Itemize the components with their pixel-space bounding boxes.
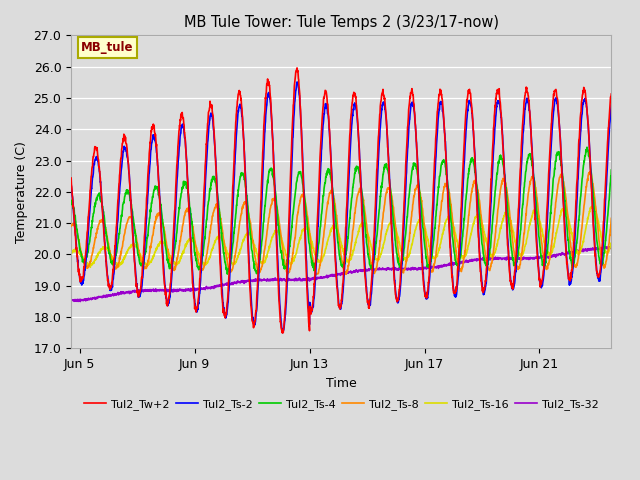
Tul2_Tw+2 — [592, 263, 600, 268]
Tul2_Tw+2 — [67, 175, 75, 181]
Tul2_Tw+2 — [278, 330, 286, 336]
Tul2_Ts-2 — [493, 100, 501, 106]
Tul2_Ts-4 — [607, 167, 615, 173]
Tul2_Ts-2 — [330, 229, 338, 235]
Tul2_Ts-16 — [95, 249, 103, 255]
Tul2_Ts-16 — [593, 211, 600, 216]
Tul2_Ts-16 — [589, 203, 596, 209]
Tul2_Ts-16 — [493, 243, 500, 249]
Tul2_Ts-2 — [67, 182, 75, 188]
Tul2_Ts-2 — [607, 102, 615, 108]
Tul2_Ts-8 — [592, 205, 600, 211]
Tul2_Ts-32 — [77, 299, 84, 304]
Tul2_Ts-32 — [592, 245, 600, 251]
Tul2_Ts-4 — [95, 192, 102, 198]
Tul2_Ts-32 — [602, 244, 610, 250]
Line: Tul2_Ts-8: Tul2_Ts-8 — [71, 172, 611, 275]
Line: Tul2_Ts-2: Tul2_Ts-2 — [71, 82, 611, 333]
Text: MB_tule: MB_tule — [81, 41, 134, 54]
Tul2_Ts-8 — [607, 216, 615, 221]
Tul2_Ts-2 — [316, 179, 324, 185]
Line: Tul2_Ts-32: Tul2_Ts-32 — [71, 247, 611, 301]
Tul2_Ts-8 — [330, 197, 338, 203]
Tul2_Tw+2 — [293, 65, 301, 71]
Tul2_Ts-16 — [86, 264, 94, 270]
Tul2_Ts-16 — [592, 208, 600, 214]
Tul2_Ts-4 — [67, 198, 75, 204]
Tul2_Ts-4 — [223, 271, 231, 277]
Tul2_Ts-32 — [607, 245, 615, 251]
Tul2_Ts-4 — [583, 144, 591, 150]
Tul2_Ts-32 — [67, 298, 75, 304]
Tul2_Ts-2 — [279, 330, 287, 336]
Y-axis label: Temperature (C): Temperature (C) — [15, 141, 28, 243]
Tul2_Ts-8 — [586, 169, 593, 175]
Tul2_Ts-32 — [493, 255, 500, 261]
Tul2_Ts-16 — [316, 258, 324, 264]
Tul2_Ts-16 — [607, 241, 615, 247]
Tul2_Tw+2 — [593, 263, 600, 269]
X-axis label: Time: Time — [326, 377, 356, 390]
Tul2_Ts-4 — [493, 172, 500, 178]
Tul2_Ts-8 — [316, 263, 324, 268]
Tul2_Ts-4 — [593, 230, 600, 236]
Tul2_Ts-32 — [330, 273, 338, 278]
Legend: Tul2_Tw+2, Tul2_Ts-2, Tul2_Ts-4, Tul2_Ts-8, Tul2_Ts-16, Tul2_Ts-32: Tul2_Tw+2, Tul2_Ts-2, Tul2_Ts-4, Tul2_Ts… — [79, 395, 603, 414]
Tul2_Ts-2 — [293, 79, 301, 85]
Line: Tul2_Ts-4: Tul2_Ts-4 — [71, 147, 611, 274]
Tul2_Ts-2 — [593, 261, 600, 266]
Tul2_Ts-32 — [316, 275, 324, 280]
Tul2_Ts-2 — [592, 257, 600, 263]
Tul2_Ts-4 — [592, 229, 600, 235]
Title: MB Tule Tower: Tule Temps 2 (3/23/17-now): MB Tule Tower: Tule Temps 2 (3/23/17-now… — [184, 15, 499, 30]
Tul2_Ts-8 — [95, 221, 102, 227]
Tul2_Tw+2 — [316, 154, 324, 160]
Tul2_Ts-32 — [592, 246, 600, 252]
Tul2_Ts-8 — [593, 209, 600, 215]
Tul2_Ts-8 — [493, 220, 500, 226]
Tul2_Ts-16 — [67, 251, 75, 257]
Tul2_Tw+2 — [493, 88, 501, 94]
Tul2_Tw+2 — [95, 159, 102, 165]
Tul2_Ts-8 — [67, 223, 75, 229]
Line: Tul2_Ts-16: Tul2_Ts-16 — [71, 206, 611, 267]
Tul2_Tw+2 — [330, 237, 338, 242]
Tul2_Ts-16 — [330, 222, 338, 228]
Tul2_Ts-8 — [312, 272, 320, 277]
Tul2_Ts-32 — [95, 294, 103, 300]
Tul2_Tw+2 — [607, 91, 615, 97]
Tul2_Ts-4 — [330, 203, 338, 209]
Line: Tul2_Tw+2: Tul2_Tw+2 — [71, 68, 611, 333]
Tul2_Ts-2 — [95, 164, 102, 169]
Tul2_Ts-4 — [316, 230, 324, 236]
